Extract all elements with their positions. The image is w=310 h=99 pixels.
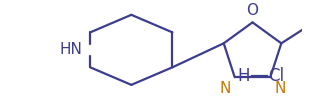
Text: H: H — [237, 67, 250, 85]
Text: O: O — [246, 3, 259, 18]
Text: N: N — [219, 81, 231, 96]
Text: N: N — [274, 81, 286, 96]
Text: HN: HN — [59, 42, 82, 57]
Text: Cl: Cl — [268, 67, 285, 85]
